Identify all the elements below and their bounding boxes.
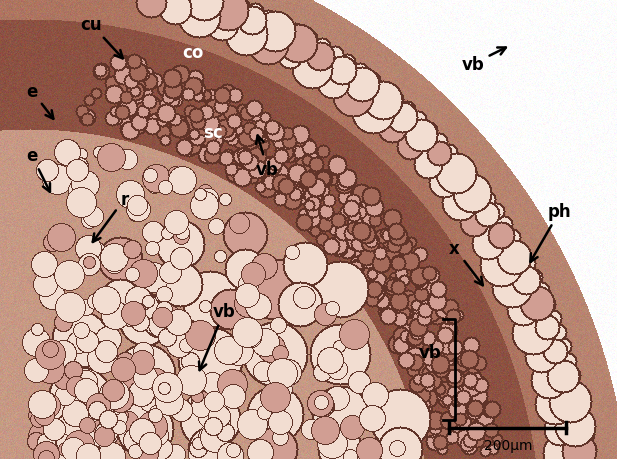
Text: sc: sc [204, 124, 223, 142]
Text: vb: vb [418, 343, 441, 361]
Text: vb: vb [256, 136, 279, 179]
Text: r: r [93, 190, 128, 242]
Text: e: e [26, 147, 50, 192]
Text: e: e [26, 83, 53, 119]
Text: vb: vb [199, 303, 236, 370]
Text: ph: ph [531, 203, 571, 263]
Text: co: co [182, 44, 204, 62]
Text: 200μm: 200μm [484, 438, 532, 452]
Text: cu: cu [80, 16, 123, 59]
Text: x: x [449, 240, 483, 285]
Text: vb: vb [462, 48, 506, 74]
